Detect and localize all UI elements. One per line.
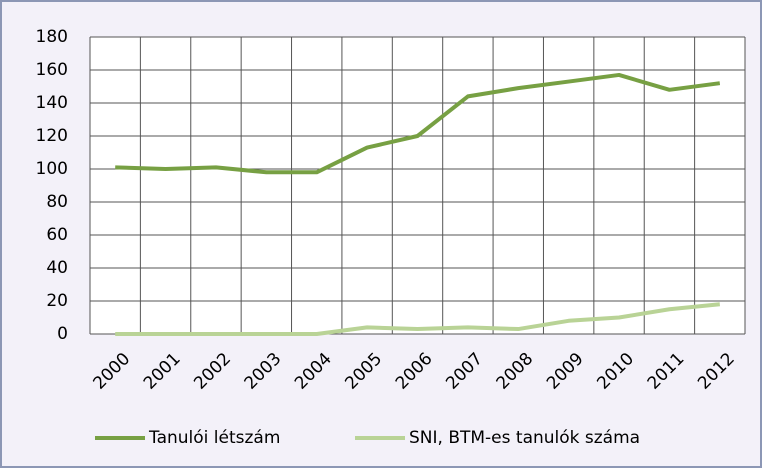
y-tick-label: 120 xyxy=(36,126,68,146)
y-tick-label: 60 xyxy=(46,225,68,245)
line-series xyxy=(115,72,721,175)
line-series xyxy=(115,302,721,336)
y-tick-label: 80 xyxy=(46,192,68,212)
y-tick-label: 140 xyxy=(36,93,68,113)
y-tick-label: 180 xyxy=(36,27,68,47)
y-tick-label: 0 xyxy=(57,324,68,344)
legend-label: Tanulói létszám xyxy=(148,428,280,448)
y-tick-label: 100 xyxy=(36,159,68,179)
y-tick-label: 160 xyxy=(36,60,68,80)
y-tick-label: 20 xyxy=(46,291,68,311)
plot-area xyxy=(90,37,745,334)
legend-label: SNI, BTM-es tanulók száma xyxy=(409,428,640,448)
y-tick-label: 40 xyxy=(46,258,68,278)
